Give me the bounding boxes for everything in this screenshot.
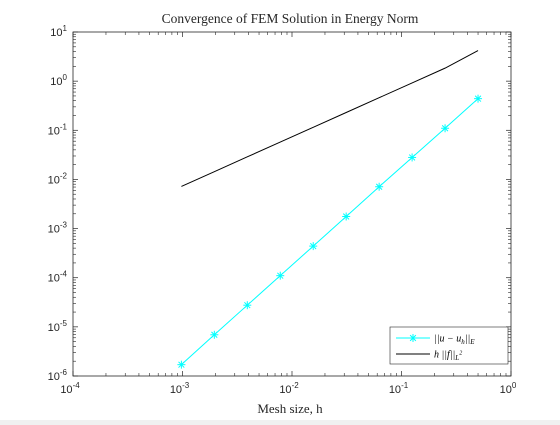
x-tick-label-1: 10-3 bbox=[170, 381, 190, 396]
y-tick-label-4: 10-2 bbox=[48, 171, 68, 186]
y-tick-label-1: 10-5 bbox=[48, 319, 68, 334]
legend-item-0: ||u − uh||E bbox=[396, 334, 475, 347]
y-tick-label-2: 10-4 bbox=[48, 270, 68, 285]
series-line-0 bbox=[181, 98, 479, 366]
x-tick-label-0: 10-4 bbox=[60, 381, 80, 396]
y-tick-label-6: 100 bbox=[50, 73, 67, 88]
data-point-0-5 bbox=[342, 212, 351, 221]
data-point-0-0 bbox=[177, 360, 186, 369]
legend-box bbox=[389, 326, 509, 365]
legend: ||u − uh||E h ||f||L2 bbox=[389, 326, 509, 365]
data-point-0-4 bbox=[309, 242, 318, 251]
chart-title: Convergence of FEM Solution in Energy No… bbox=[162, 11, 419, 26]
y-tick-label-5: 10-1 bbox=[48, 122, 68, 137]
data-point-0-2 bbox=[243, 301, 252, 310]
x-tick-label-4: 100 bbox=[500, 381, 517, 396]
series-line-1 bbox=[181, 50, 479, 187]
x-tick-label-3: 10-1 bbox=[389, 381, 409, 396]
legend-item-1: h ||f||L2 bbox=[396, 350, 462, 363]
data-point-0-6 bbox=[375, 182, 384, 191]
data-point-0-7 bbox=[408, 153, 417, 162]
x-axis-label: Mesh size, h bbox=[257, 401, 323, 416]
data-point-0-9 bbox=[474, 94, 483, 103]
data-point-0-8 bbox=[441, 124, 450, 133]
y-tick-label-7: 101 bbox=[50, 24, 67, 39]
series-0 bbox=[177, 94, 483, 369]
legend-label-0: ||u − uh||E bbox=[434, 334, 475, 347]
data-point-0-3 bbox=[276, 271, 285, 280]
axes-layer: 10-4 10-3 10-2 10-1 100 10-6 10-5 10-4 10-3 10-2 1… bbox=[48, 24, 517, 396]
y-tick-label-3: 10-3 bbox=[48, 221, 68, 236]
data-point-0-1 bbox=[210, 330, 219, 339]
legend-marker-0 bbox=[409, 334, 417, 342]
y-tick-label-0: 10-6 bbox=[48, 368, 68, 383]
series-1 bbox=[181, 50, 479, 187]
plot-area bbox=[73, 32, 511, 376]
series-layer bbox=[177, 50, 483, 369]
legend-label-1: h ||f||L2 bbox=[434, 350, 462, 363]
x-tick-label-2: 10-2 bbox=[279, 381, 299, 396]
